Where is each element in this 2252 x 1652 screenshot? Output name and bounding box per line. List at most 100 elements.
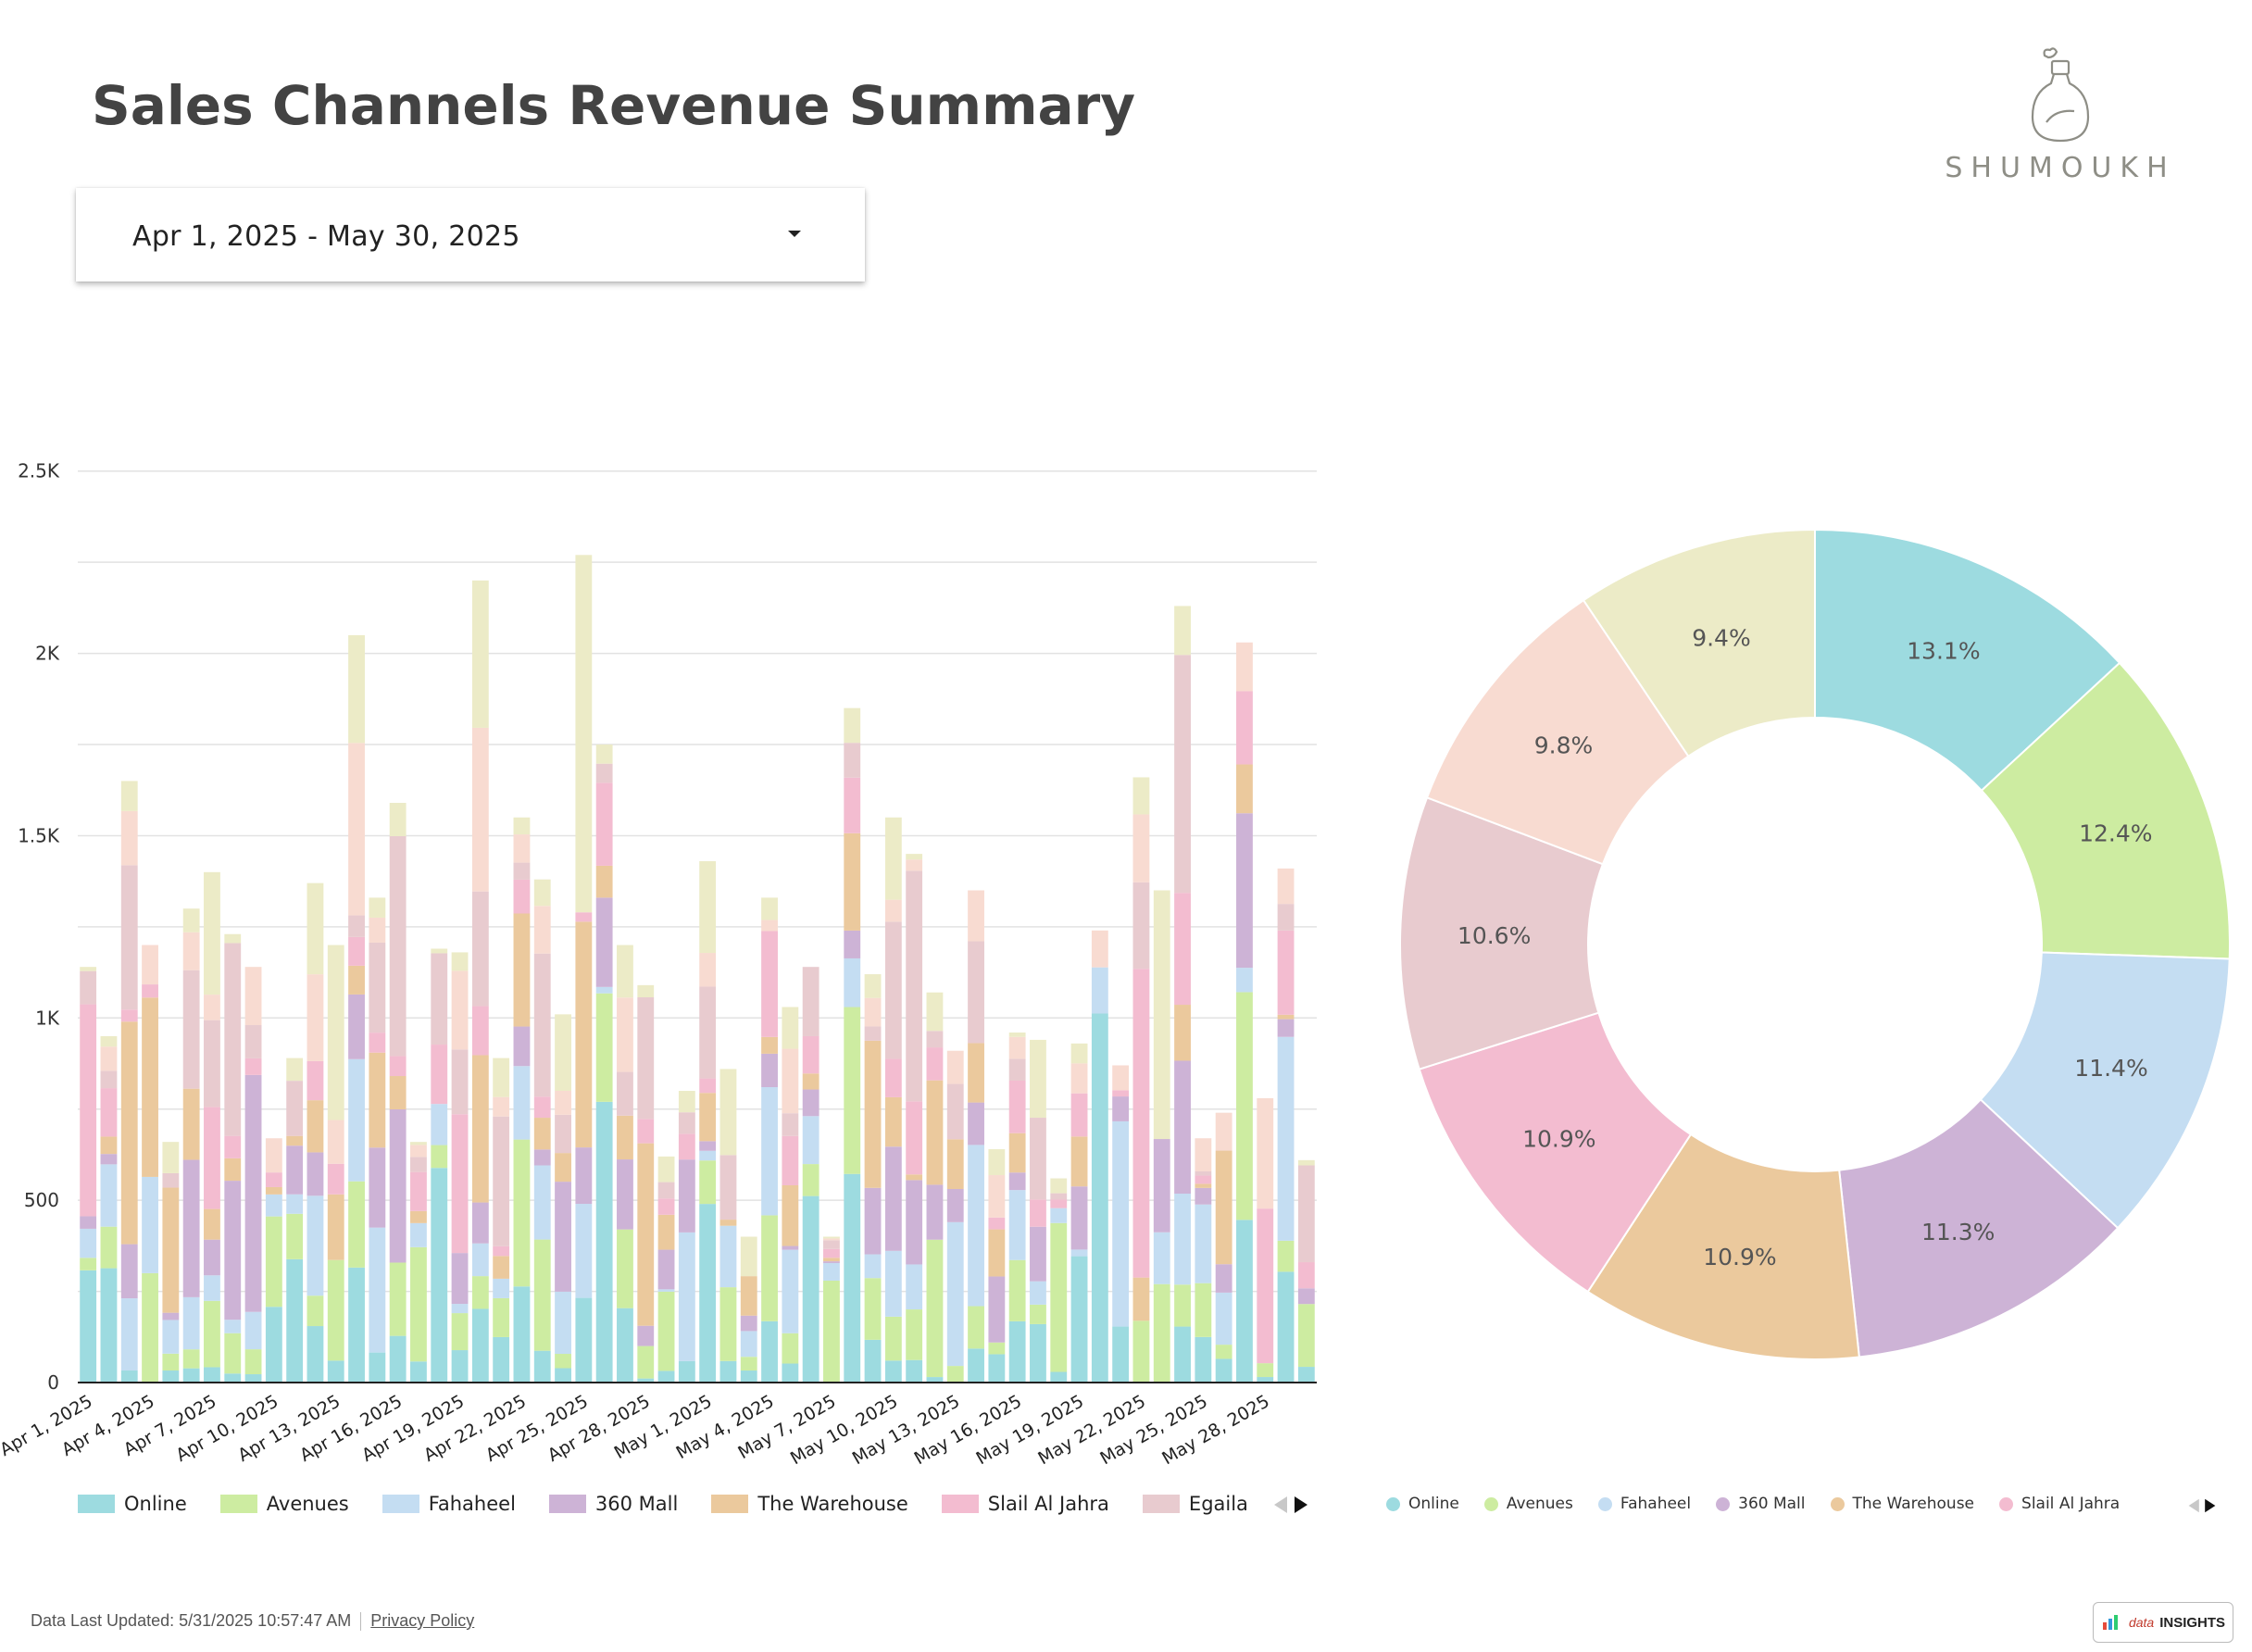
bar-segment[interactable] [80,1004,97,1217]
bar-segment[interactable] [1174,1284,1191,1327]
bar-segment[interactable] [307,1326,324,1383]
bar-day-36[interactable] [802,967,819,1383]
bar-segment[interactable] [369,1052,386,1148]
bar-segment[interactable] [1257,1377,1274,1383]
date-range-picker[interactable]: Apr 1, 2025 - May 30, 2025 [76,188,865,282]
bar-segment[interactable] [906,1309,923,1360]
bar-segment[interactable] [844,1173,861,1383]
bar-segment[interactable] [1070,1093,1088,1137]
bar-day-26[interactable] [595,745,613,1383]
bar-segment[interactable] [699,1141,717,1151]
bar-segment[interactable] [1091,1013,1108,1383]
bar-segment[interactable] [699,986,717,1079]
bar-segment[interactable] [657,1198,675,1215]
bar-segment[interactable] [307,1100,324,1153]
bar-segment[interactable] [906,1180,923,1265]
bar-segment[interactable] [348,994,365,1059]
bar-segment[interactable] [307,1060,324,1101]
bar-segment[interactable] [1132,814,1150,882]
bar-segment[interactable] [946,1083,964,1140]
donut-slice[interactable] [1979,951,2231,1230]
bar-segment[interactable] [575,555,593,913]
bar-segment[interactable] [513,913,531,1027]
bar-segment[interactable] [1236,968,1253,993]
bar-day-19[interactable] [451,952,469,1383]
bar-segment[interactable] [100,1046,118,1071]
bar-segment[interactable] [348,634,365,744]
bar-segment[interactable] [182,1368,200,1383]
bar-segment[interactable] [265,1186,282,1195]
bar-segment[interactable] [1008,1320,1026,1383]
bar-day-11[interactable] [286,1058,304,1383]
bar-segment[interactable] [699,861,717,954]
bar-segment[interactable] [1030,1226,1046,1282]
bar-segment[interactable] [844,743,861,778]
bar-segment[interactable] [740,1370,757,1383]
bar-segment[interactable] [761,1036,778,1054]
bar-segment[interactable] [100,1226,118,1269]
bar-segment[interactable] [389,1056,407,1077]
legend-item[interactable]: Slail Al Jahra [1999,1495,2120,1513]
bar-segment[interactable] [493,1278,510,1298]
bar-day-4[interactable] [142,945,158,1383]
bar-segment[interactable] [555,1354,571,1369]
bar-segment[interactable] [637,1119,655,1144]
legend-item[interactable]: 360 Mall [1716,1495,1806,1513]
bar-segment[interactable] [884,1058,902,1097]
bar-segment[interactable] [224,1181,242,1320]
bar-segment[interactable] [555,1114,571,1154]
bar-segment[interactable] [369,897,386,918]
bar-segment[interactable] [224,1333,242,1374]
bar-segment[interactable] [595,993,613,1102]
bar-day-50[interactable] [1091,930,1108,1383]
bar-segment[interactable] [80,1258,97,1270]
bar-segment[interactable] [182,1349,200,1369]
bar-segment[interactable] [1174,655,1191,894]
bar-segment[interactable] [968,941,984,1044]
bar-segment[interactable] [204,1275,220,1301]
bar-segment[interactable] [1030,1323,1046,1383]
bar-day-21[interactable] [493,1058,510,1383]
bar-segment[interactable] [1195,1183,1212,1188]
bar-segment[interactable] [1132,882,1150,970]
bar-segment[interactable] [120,781,138,811]
chevron-down-icon[interactable] [788,231,801,237]
bar-segment[interactable] [327,1360,344,1383]
bar-day-24[interactable] [555,1014,571,1383]
bar-segment[interactable] [884,817,902,900]
bar-segment[interactable] [946,1366,964,1383]
bar-segment[interactable] [1195,1283,1212,1337]
bar-segment[interactable] [617,997,633,1072]
bar-segment[interactable] [410,1222,427,1247]
bar-segment[interactable] [1215,1264,1232,1293]
bar-segment[interactable] [1132,777,1150,815]
bar-segment[interactable] [142,1176,158,1273]
bar-day-12[interactable] [307,882,324,1383]
bar-segment[interactable] [988,1354,1006,1383]
bar-segment[interactable] [286,1135,304,1146]
bar-day-2[interactable] [100,1035,118,1383]
bar-segment[interactable] [182,970,200,1089]
bar-segment[interactable] [389,1335,407,1383]
bar-segment[interactable] [595,782,613,866]
bar-segment[interactable] [327,1163,344,1195]
bar-segment[interactable] [884,899,902,922]
bar-segment[interactable] [657,1214,675,1250]
bar-segment[interactable] [162,1353,180,1371]
bar-segment[interactable] [224,1373,242,1383]
bar-segment[interactable] [265,1307,282,1383]
bar-segment[interactable] [348,936,365,966]
bar-segment[interactable] [431,1045,448,1105]
bar-segment[interactable] [926,992,944,1032]
bar-segment[interactable] [782,1135,799,1186]
bar-segment[interactable] [740,1276,757,1316]
bar-segment[interactable] [926,1031,944,1048]
bar-segment[interactable] [1070,1249,1088,1257]
bar-segment[interactable] [617,1308,633,1383]
bar-segment[interactable] [451,1114,469,1254]
bar-segment[interactable] [307,1295,324,1327]
bar-segment[interactable] [224,1158,242,1182]
bar-segment[interactable] [348,965,365,995]
bar-segment[interactable] [761,920,778,932]
bar-segment[interactable] [1236,813,1253,969]
